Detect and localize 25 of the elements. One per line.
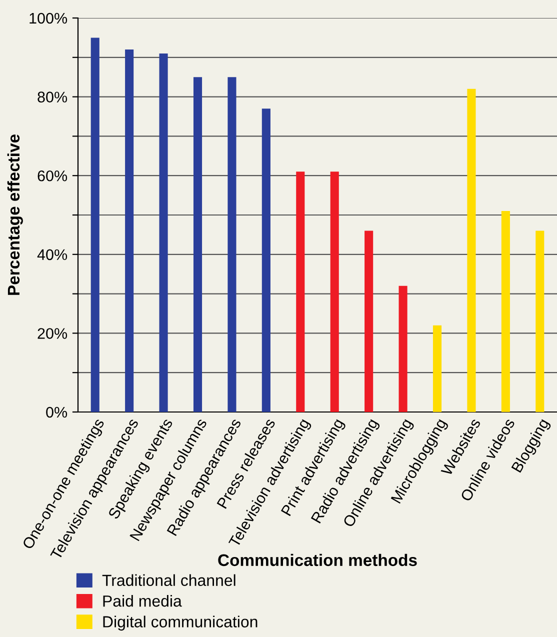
y-tick-label: 20%	[38, 328, 68, 339]
y-tick-label: 0%	[46, 406, 68, 418]
bar	[432, 325, 442, 412]
legend-label: Digital communication	[103, 616, 258, 631]
bar	[296, 172, 305, 412]
bar	[330, 172, 339, 412]
bar	[90, 38, 100, 412]
bar	[364, 230, 374, 412]
bar	[159, 53, 168, 412]
bar	[536, 230, 544, 412]
bar	[262, 108, 270, 412]
bar	[125, 50, 134, 412]
bar	[501, 211, 510, 412]
bar	[228, 77, 236, 412]
y-tick-label: 60%	[38, 170, 68, 182]
bar	[398, 286, 408, 412]
y-tick-label: 100%	[30, 12, 68, 24]
x-axis-title: Communication methods	[218, 554, 417, 566]
legend-label: Traditional channel	[102, 574, 236, 586]
bar	[467, 88, 476, 412]
y-tick-label: 80%	[38, 92, 68, 102]
bar	[193, 77, 202, 412]
y-tick-label: 40%	[37, 249, 68, 260]
y-axis-title: Percentage effective	[7, 134, 23, 295]
legend-label: Paid media	[103, 594, 182, 607]
